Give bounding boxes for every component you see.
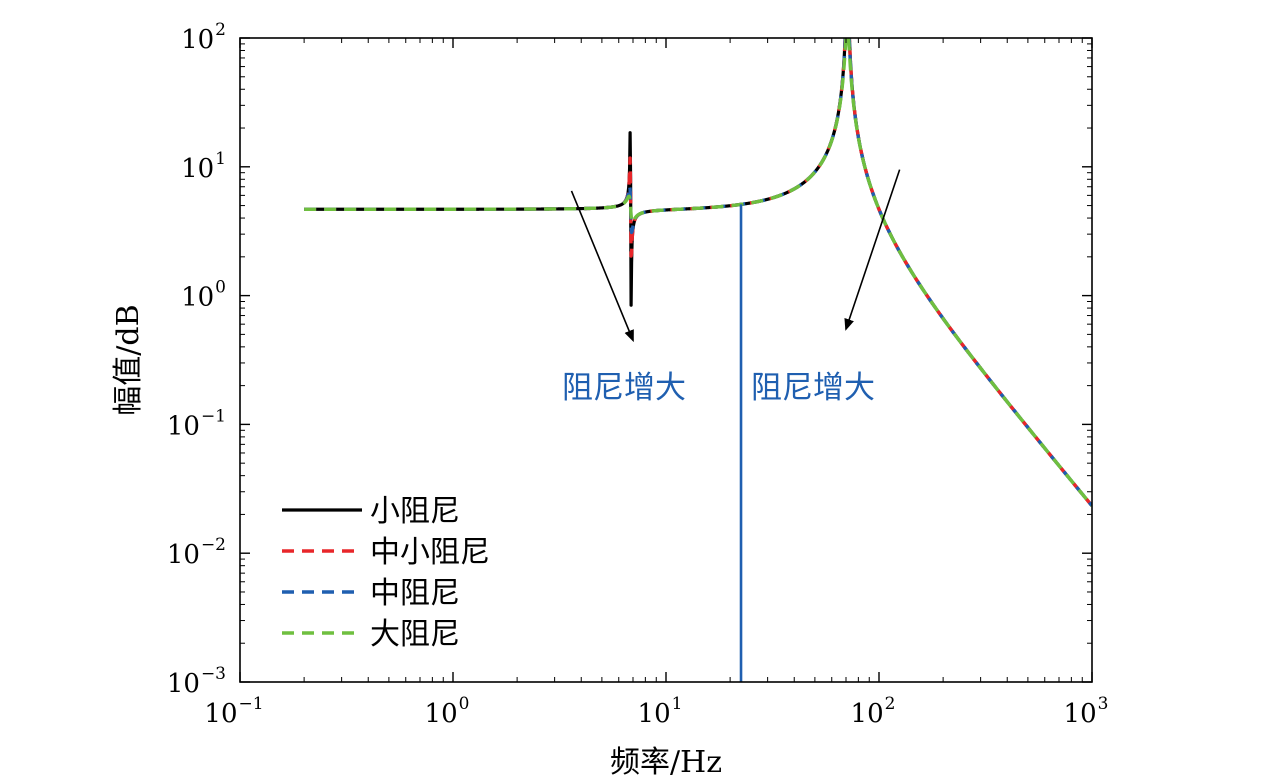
x-tick-label: 101 bbox=[638, 694, 683, 729]
y-tick-label: 10−1 bbox=[167, 406, 226, 441]
y-tick-label: 102 bbox=[181, 20, 226, 55]
damping-arrow-1 bbox=[844, 169, 901, 331]
legend-label-0: 小阻尼 bbox=[370, 494, 460, 529]
y-tick-label: 100 bbox=[181, 278, 226, 313]
series-line-0 bbox=[303, 38, 1092, 507]
y-tick-label: 10−3 bbox=[167, 664, 226, 699]
annotation-layer: 阻尼增大 阻尼增大 bbox=[562, 370, 875, 406]
x-tick-label: 100 bbox=[425, 694, 470, 729]
x-tick-label: 10−1 bbox=[204, 694, 263, 729]
x-tick-label: 102 bbox=[851, 694, 896, 729]
series-line-3 bbox=[302, 38, 1092, 507]
legend-label-1: 中小阻尼 bbox=[370, 535, 490, 570]
annotation-label-1: 阻尼增大 bbox=[751, 370, 875, 406]
series-line-2 bbox=[302, 38, 1092, 507]
x-axis-title: 频率/Hz bbox=[610, 745, 722, 780]
series-line-1 bbox=[302, 38, 1092, 507]
legend-label-2: 中阻尼 bbox=[370, 576, 460, 611]
damping-arrow-0 bbox=[570, 190, 634, 343]
y-tick-label: 101 bbox=[181, 149, 226, 184]
x-tick-label: 103 bbox=[1064, 694, 1109, 729]
arrow-layer bbox=[570, 169, 901, 343]
annotation-label-0: 阻尼增大 bbox=[562, 370, 686, 406]
legend-label-3: 大阻尼 bbox=[370, 617, 460, 652]
y-axis-title: 幅值/dB bbox=[111, 304, 146, 415]
plot-frame bbox=[239, 37, 1093, 683]
y-tick-label: 10−2 bbox=[167, 535, 226, 570]
series-layer bbox=[302, 38, 1092, 507]
